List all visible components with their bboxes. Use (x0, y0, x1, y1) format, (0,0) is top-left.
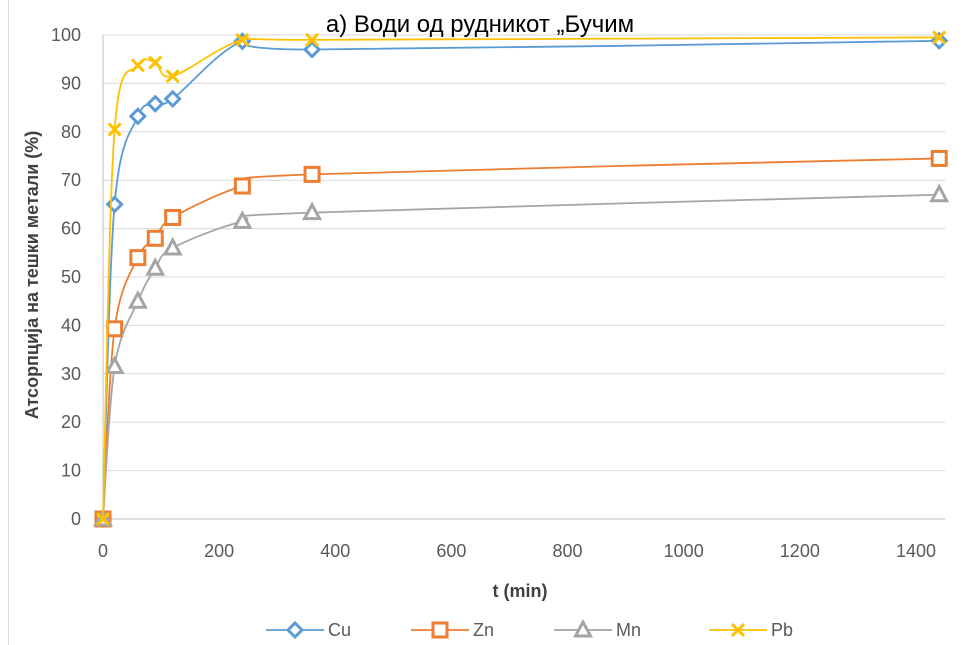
data-point-mn (929, 183, 950, 203)
axes (102, 35, 945, 520)
data-point-mn (104, 355, 125, 375)
legend-item-mn: Mn (554, 618, 641, 640)
data-point-cu (163, 89, 182, 109)
x-tick-label: 800 (553, 541, 583, 561)
data-point-pb (107, 122, 122, 137)
data-point-zn (303, 165, 321, 183)
legend-label-pb: Pb (771, 620, 793, 640)
x-tick-label: 600 (436, 541, 466, 561)
data-point-zn (233, 177, 251, 195)
y-tick-label: 0 (71, 509, 81, 529)
y-tick-label: 100 (51, 25, 81, 45)
y-tick-label: 10 (61, 461, 81, 481)
series-line-mn (102, 193, 940, 520)
y-tick-label: 40 (61, 315, 81, 335)
x-axis-title: t (min) (493, 581, 548, 601)
x-tick-label: 200 (204, 541, 234, 561)
x-tick-label: 1200 (780, 541, 820, 561)
data-point-cu (128, 107, 147, 126)
data-point-cu (105, 195, 124, 214)
y-tick-label: 50 (61, 267, 81, 287)
data-point-mn (127, 290, 148, 309)
data-point-zn (106, 320, 124, 338)
data-point-zn (146, 229, 164, 247)
data-point-cu (302, 40, 322, 59)
y-axis-title: Атсорпција на тешки метали (%) (22, 131, 42, 420)
y-tick-label: 20 (61, 412, 81, 432)
data-point-zn (930, 149, 948, 167)
data-point-pb (304, 32, 320, 47)
legend-marker-mn (572, 618, 594, 638)
legend-label-zn: Zn (473, 620, 494, 640)
legend-marker-cu (285, 620, 305, 640)
data-point-pb (165, 69, 180, 84)
data-point-pb (95, 511, 111, 527)
legend-label-cu: Cu (328, 620, 351, 640)
x-tick-label: 400 (320, 541, 350, 561)
data-point-cu (146, 94, 165, 113)
data-point-mn (232, 210, 253, 229)
series-line-cu (102, 38, 940, 520)
y-tick-label: 30 (61, 364, 81, 384)
data-point-pb (932, 30, 947, 45)
chart-title: a) Води од рудникот „Бучим (326, 11, 634, 38)
chart-frame-border (8, 0, 9, 645)
series-group (92, 30, 950, 529)
y-tick-label: 90 (61, 73, 81, 93)
y-tick-label: 60 (61, 219, 81, 239)
series-cu (93, 31, 949, 529)
gridlines (103, 34, 945, 472)
data-point-pb (148, 55, 163, 70)
legend-item-pb: Pb (709, 620, 793, 640)
series-mn (92, 183, 950, 527)
legend-label-mn: Mn (616, 620, 641, 640)
data-point-pb (130, 58, 145, 73)
data-point-pb (235, 32, 250, 47)
y-tick-label: 80 (61, 122, 81, 142)
series-zn (94, 149, 948, 528)
x-tick-label: 1000 (664, 541, 704, 561)
legend-marker-pb (730, 622, 746, 638)
y-tick-label: 70 (61, 170, 81, 190)
legend-marker-zn (431, 621, 449, 639)
data-point-mn (162, 236, 183, 256)
series-pb (95, 30, 947, 527)
data-point-zn (164, 208, 182, 226)
data-point-mn (302, 201, 323, 221)
legend-item-cu: Cu (266, 620, 351, 640)
data-point-zn (129, 249, 147, 267)
legend: Cu Zn Mn Pb (266, 618, 793, 640)
x-tick-label: 1400 (896, 541, 936, 561)
series-line-pb (102, 36, 940, 520)
data-point-mn (145, 257, 166, 276)
legend-item-zn: Zn (411, 620, 494, 640)
series-line-zn (102, 157, 940, 520)
x-tick-label: 0 (98, 541, 108, 561)
